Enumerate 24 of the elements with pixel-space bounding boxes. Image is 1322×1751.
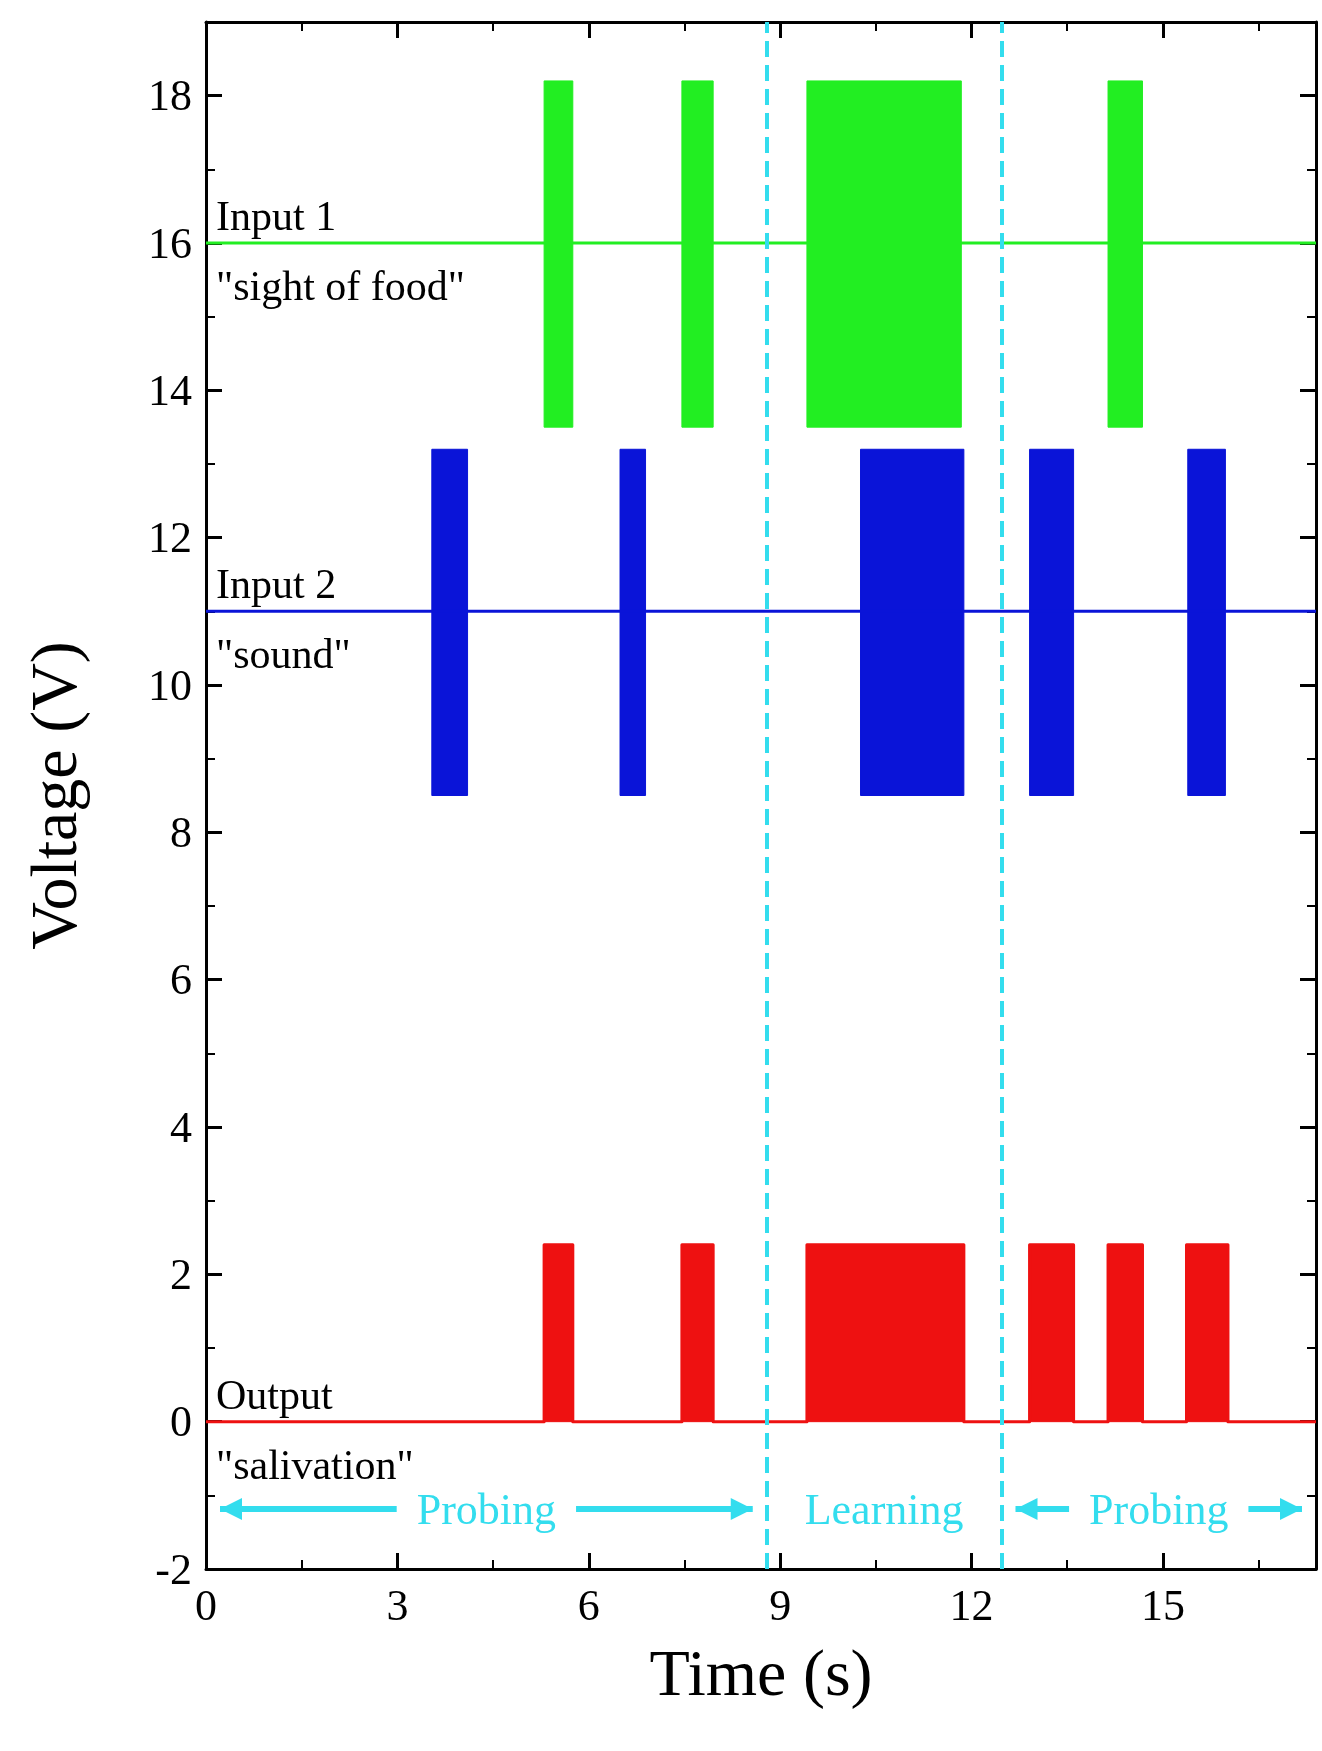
x-axis-title: Time (s)	[649, 1635, 873, 1710]
x-tick-label: 12	[949, 1580, 994, 1630]
annotation: Probing	[1089, 1484, 1229, 1534]
y-tick-label: 14	[148, 365, 192, 415]
y-tick-label: 18	[148, 71, 192, 121]
series-label: Input 2 "sound"	[216, 561, 351, 678]
y-axis-title: Voltage (V)	[16, 641, 91, 950]
y-tick-label: -2	[155, 1544, 192, 1594]
y-tick-label: 8	[170, 807, 192, 857]
y-tick-label: 6	[170, 955, 192, 1005]
y-tick-label: 10	[148, 660, 192, 710]
series-label: Output "salivation"	[216, 1371, 414, 1488]
y-tick-label: 4	[170, 1102, 192, 1152]
x-tick-label: 6	[577, 1580, 600, 1630]
y-tick-label: 12	[148, 513, 192, 563]
series-label: Input 1 "sight of food"	[216, 193, 465, 309]
annotation: Learning	[804, 1484, 964, 1534]
annotation: Probing	[416, 1484, 557, 1534]
x-tick-label: 3	[386, 1580, 409, 1630]
x-tick-label: 15	[1140, 1580, 1185, 1630]
y-tick-label: 0	[170, 1397, 192, 1447]
x-tick-label: 9	[769, 1580, 792, 1630]
y-tick-label: 16	[148, 218, 192, 268]
y-tick-label: 2	[170, 1249, 192, 1299]
